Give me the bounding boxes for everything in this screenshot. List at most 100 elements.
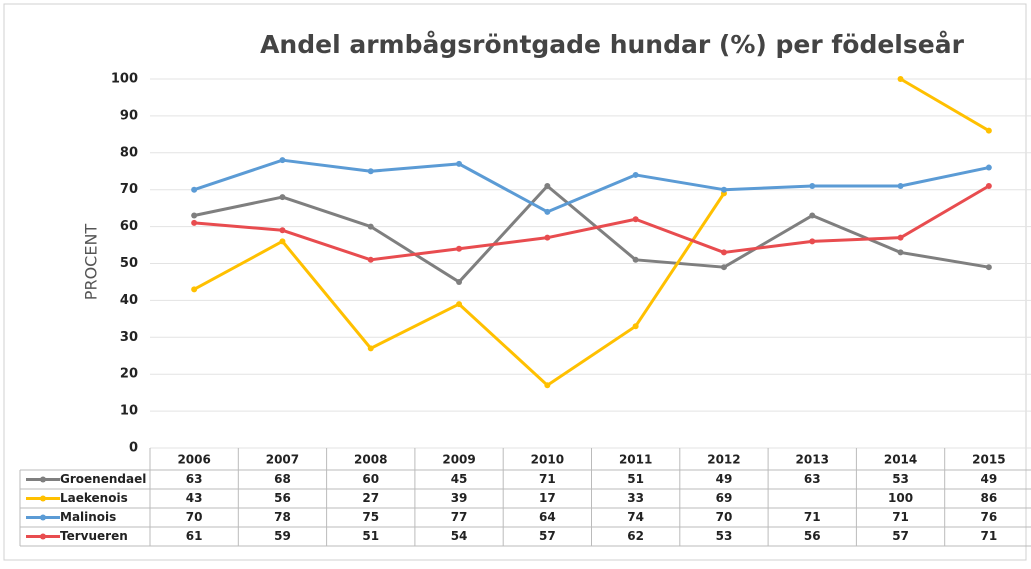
table-value: 49 [980, 472, 997, 486]
y-tick-label: 50 [120, 256, 138, 271]
table-value: 61 [186, 529, 203, 543]
point [367, 256, 374, 263]
y-axis-label: PROCENT [82, 224, 101, 301]
table-value: 71 [892, 510, 909, 524]
table-value: 70 [186, 510, 203, 524]
point [985, 183, 992, 190]
table-value: 45 [451, 472, 468, 486]
point [367, 223, 374, 230]
table-value: 60 [362, 472, 379, 486]
y-tick-label: 60 [120, 219, 138, 234]
point [897, 234, 904, 241]
y-tick-label: 30 [120, 330, 138, 345]
series-line [193, 158, 990, 214]
point [367, 168, 374, 175]
table-value: 71 [980, 529, 997, 543]
point [544, 183, 551, 190]
point [897, 183, 904, 190]
table-value: 33 [627, 491, 644, 505]
point [456, 301, 463, 308]
point [279, 157, 286, 164]
x-tick-label: 2010 [531, 453, 564, 467]
y-tick-label: 40 [120, 293, 138, 308]
point [720, 186, 727, 193]
legend-label: Laekenois [60, 491, 128, 505]
table-value: 78 [274, 510, 291, 524]
chart-title: Andel armbågsröntgade hundar (%) per föd… [260, 30, 964, 59]
table-value: 76 [980, 510, 997, 524]
x-tick-label: 2013 [796, 453, 829, 467]
point [632, 216, 639, 223]
table-value: 68 [274, 472, 291, 486]
table-value: 43 [186, 491, 203, 505]
table-value: 51 [362, 529, 379, 543]
y-tick-label: 0 [129, 441, 138, 456]
table-value: 53 [716, 529, 733, 543]
chart-border [3, 3, 1027, 561]
point [897, 249, 904, 256]
table-value: 56 [274, 491, 291, 505]
table-value: 57 [539, 529, 556, 543]
legend-label: Tervueren [60, 529, 128, 543]
table-value: 63 [186, 472, 203, 486]
table-value: 17 [539, 491, 556, 505]
table-value: 57 [892, 529, 909, 543]
y-tick-label: 20 [120, 367, 138, 382]
y-tick-label: 90 [120, 108, 138, 123]
series-line [193, 184, 990, 284]
series-line [194, 184, 990, 262]
point [720, 264, 727, 271]
point [191, 186, 198, 193]
table-value: 70 [716, 510, 733, 524]
point [897, 76, 904, 82]
point [809, 212, 816, 219]
table-value: 71 [804, 510, 821, 524]
point [191, 212, 198, 219]
point [456, 278, 463, 285]
point [456, 245, 463, 252]
table-value: 69 [716, 491, 733, 505]
table-value: 39 [451, 491, 468, 505]
table-value: 71 [539, 472, 556, 486]
point [367, 345, 374, 352]
table-value: 62 [627, 529, 644, 543]
point [279, 194, 286, 201]
x-tick-label: 2009 [442, 453, 475, 467]
point [809, 183, 816, 190]
table-value: 75 [362, 510, 379, 524]
x-tick-label: 2014 [884, 453, 917, 467]
point [809, 238, 816, 245]
table-value: 54 [451, 529, 468, 543]
point [985, 264, 992, 271]
x-tick-label: 2008 [354, 453, 387, 467]
legend-label: Groenendael [60, 472, 146, 486]
x-tick-label: 2006 [177, 453, 210, 467]
point [191, 286, 198, 293]
point [544, 234, 551, 241]
legend-marker [40, 533, 46, 540]
point [191, 219, 198, 226]
y-tick-label: 100 [111, 72, 138, 87]
table-value: 27 [362, 491, 379, 505]
y-tick-label: 70 [120, 182, 138, 197]
point [985, 127, 992, 134]
table-value: 59 [274, 529, 291, 543]
legend-marker [40, 476, 46, 483]
table-value: 56 [804, 529, 821, 543]
table-value: 53 [892, 472, 909, 486]
point [279, 238, 286, 245]
point [279, 227, 286, 234]
table-value: 74 [627, 510, 644, 524]
table-value: 77 [451, 510, 468, 524]
point [456, 160, 463, 167]
legend-marker [40, 495, 46, 502]
point [632, 323, 639, 330]
x-tick-label: 2015 [972, 453, 1005, 467]
x-tick-label: 2007 [266, 453, 299, 467]
point [544, 208, 551, 215]
point [632, 171, 639, 178]
table-value: 100 [888, 491, 913, 505]
y-tick-label: 10 [120, 404, 138, 419]
x-tick-label: 2011 [619, 453, 652, 467]
